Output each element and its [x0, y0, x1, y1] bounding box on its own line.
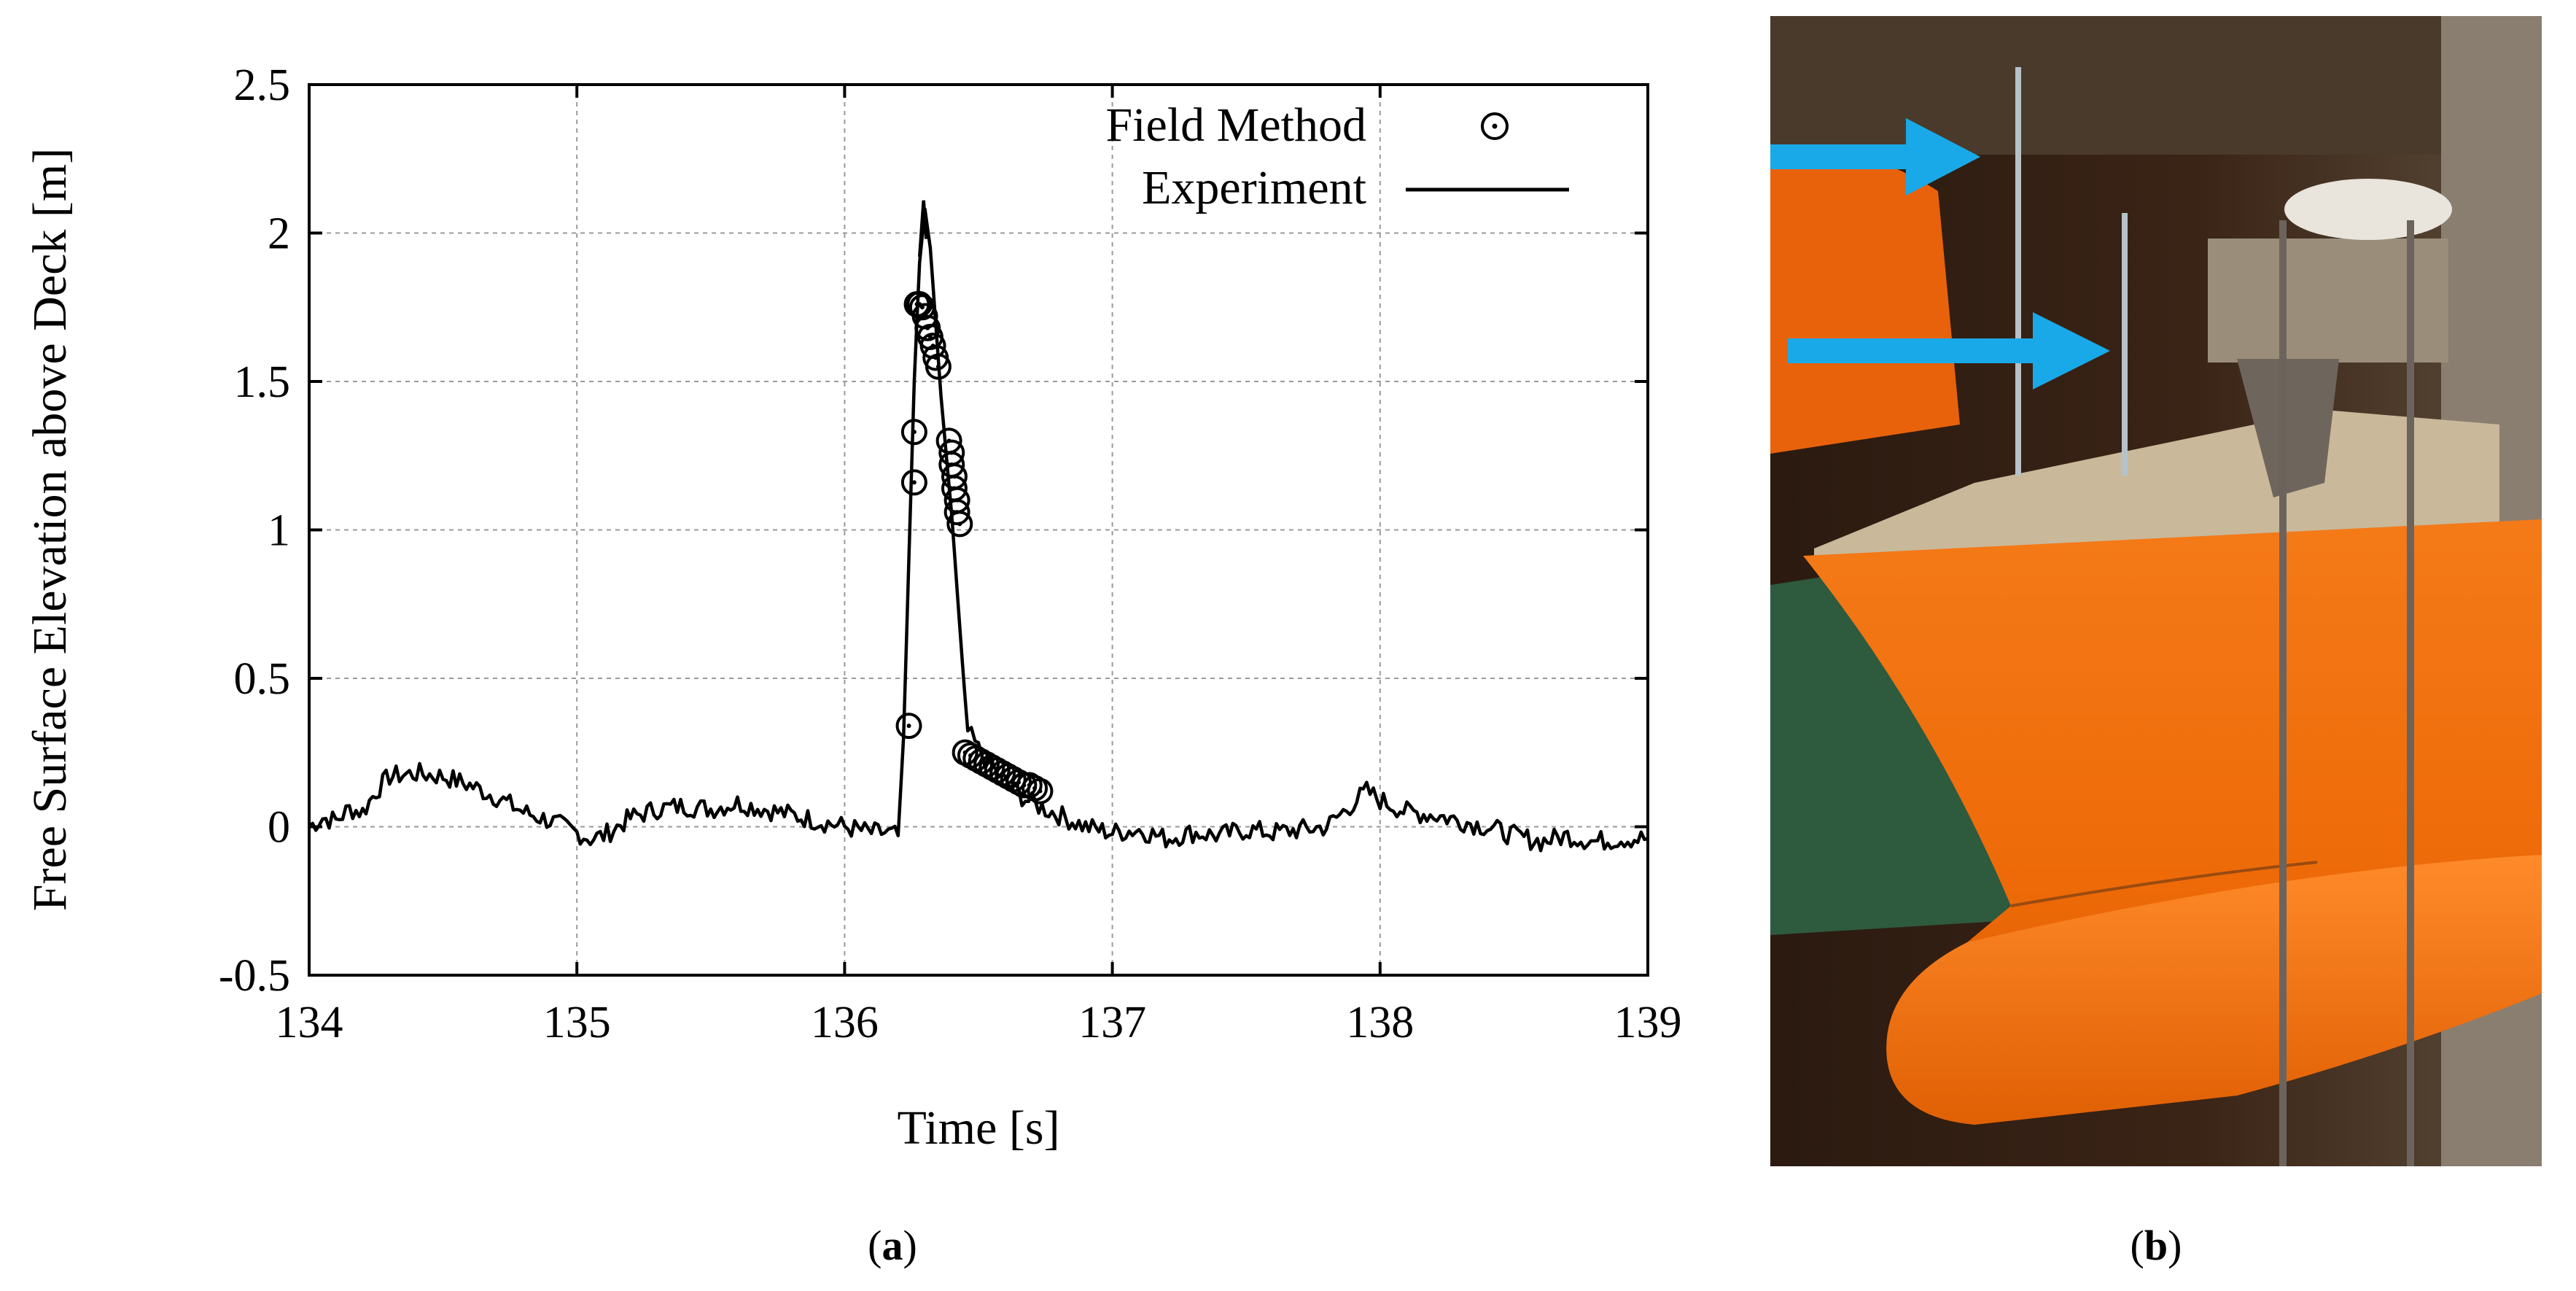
series-field-method-point-dot [906, 724, 911, 729]
photo-gauge-cap [2284, 179, 2452, 240]
series-field-method-point [946, 511, 973, 538]
series-field-method-point [1022, 775, 1048, 802]
axis-labels: Time [s] Free Surface Elevation above De… [23, 148, 1060, 1155]
photo-upper-wall [1770, 16, 2542, 155]
caption-b: (b) [2130, 1222, 2182, 1269]
legend-marker-field-method [1481, 112, 1509, 140]
photo-support-rod-2 [2407, 220, 2414, 1166]
legend-marker-field-method-dot [1492, 123, 1498, 129]
series-field-method-point-dot [957, 522, 962, 527]
plot-data [308, 200, 1649, 853]
x-tick-label: 134 [276, 998, 343, 1047]
x-tick-label: 135 [543, 998, 611, 1047]
series-field-method-point-dot [935, 364, 941, 369]
photo-orange-frame [1770, 146, 1960, 454]
series-experiment-peak [917, 200, 928, 257]
x-tick-label: 139 [1614, 998, 1682, 1047]
y-tick-label: 1 [268, 506, 290, 556]
series-field-method-point-dot [1032, 786, 1038, 791]
y-axis-label: Free Surface Elevation above Deck [m] [23, 148, 77, 911]
y-tick-label: 2.5 [234, 61, 291, 110]
x-tick-label: 136 [811, 998, 879, 1047]
legend-label-experiment: Experiment [1142, 161, 1366, 214]
grid-lines [309, 85, 1648, 975]
legend-label-field-method: Field Method [1106, 98, 1367, 152]
series-field-method-point-dot [1038, 788, 1043, 794]
photo-support-rod-1 [2279, 220, 2287, 1166]
series-field-method-point [906, 291, 933, 318]
y-tick-label: 0.5 [234, 654, 291, 704]
series-field-method-point [943, 499, 970, 526]
photo-green-bulkhead [1770, 570, 2011, 935]
legend: Field Method Experiment [1106, 98, 1569, 214]
x-tick-label: 138 [1346, 998, 1414, 1047]
arrow-icon [1770, 118, 1980, 195]
caption-a: (a) [868, 1222, 917, 1269]
series-field-method-point [1027, 778, 1054, 805]
photo-wave-probe-2 [2122, 213, 2128, 476]
series-field-method-point [900, 469, 927, 496]
model-test-photo [1770, 16, 2542, 1166]
photo-bulb [1886, 855, 2542, 1125]
series-experiment-line [308, 207, 1649, 853]
series-field-method-point [1005, 769, 1032, 796]
y-tick-label: -0.5 [219, 951, 290, 1001]
y-tick-label: 0 [268, 803, 290, 853]
photo-wave-probe-1 [2015, 67, 2021, 476]
axis-ticks: 134 135 136 137 138 139 -0.5 0 0.5 1 1.5 2 2.5 [219, 61, 1682, 1047]
photo-deck-ramp [2237, 359, 2339, 497]
y-tick-label: 2 [268, 209, 290, 259]
y-tick-label: 1.5 [234, 357, 291, 407]
x-axis-label: Time [s] [897, 1101, 1059, 1155]
series-field-method-point [925, 353, 952, 380]
photo-bulb-seam [2010, 861, 2318, 907]
series-field-method-point [900, 419, 927, 446]
series-field-method-point [895, 713, 922, 740]
x-tick-label: 137 [1078, 998, 1146, 1047]
series-field-method-point-dot [911, 480, 917, 485]
series-field-method-point-dot [911, 430, 917, 435]
arrow-icon [1788, 312, 2110, 389]
